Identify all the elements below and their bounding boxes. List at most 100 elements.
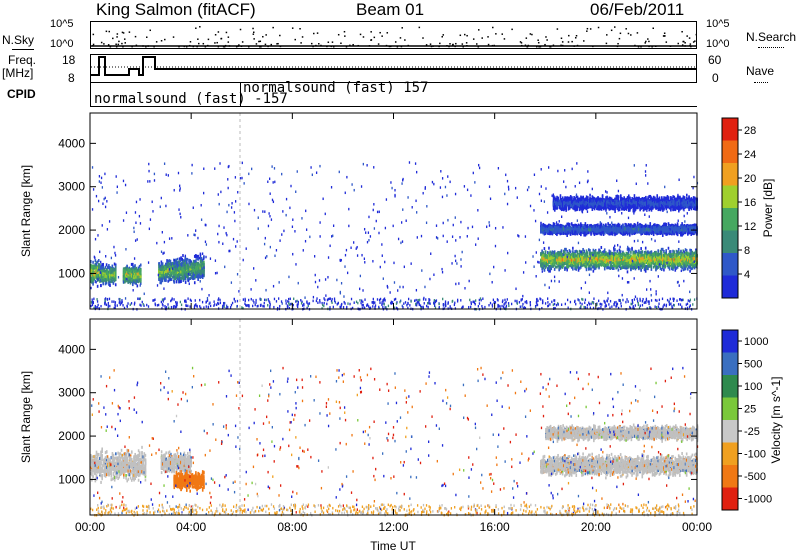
nsky-sample (381, 35, 383, 37)
nsky-sample (252, 33, 255, 35)
nsky-sample (575, 34, 578, 37)
nave-tick-bottom: 0 (712, 71, 719, 85)
power-cell (114, 267, 117, 271)
power-cell (131, 262, 134, 266)
power-cell (90, 276, 92, 280)
nsky-sample (197, 42, 200, 45)
nsky-sample (313, 32, 315, 35)
power-cell (199, 252, 202, 256)
nsky-sample (220, 37, 222, 40)
nsky-sample (525, 37, 528, 39)
power-cell (641, 250, 644, 254)
nsky-sample (258, 40, 260, 43)
nsky-sample (425, 44, 428, 46)
power-cell (566, 268, 568, 272)
nsky-sample (301, 36, 304, 38)
nsky-sample (112, 37, 114, 40)
nsky-sample (202, 42, 205, 45)
nsky-sample (627, 32, 630, 35)
freq-label: Freq. (8, 53, 37, 67)
nsky-sample (394, 41, 397, 43)
nsearch-tick-top: 10^5 (706, 18, 730, 30)
power-cell (112, 281, 115, 285)
nsky-sample (214, 34, 217, 36)
power-cell (114, 274, 117, 278)
nsky-sample (652, 27, 654, 30)
power-cell (100, 283, 102, 287)
nsky-sample (686, 35, 688, 37)
nsky-sample (155, 41, 158, 43)
nsky-sample (340, 42, 342, 44)
power-cell (91, 276, 93, 280)
nsky-sample (227, 41, 230, 43)
nsky-sample (694, 40, 696, 42)
power-cell (603, 267, 606, 271)
power-cell (134, 264, 136, 268)
nave-tick-top: 60 (708, 53, 722, 67)
nsearch-legend-line (758, 47, 784, 48)
nsky-sample (116, 36, 118, 38)
nsky-sample (116, 33, 119, 35)
nsky-sample (327, 41, 330, 44)
nsky-sample (252, 27, 254, 30)
nsky-sample (682, 40, 684, 43)
nsky-sample (370, 31, 372, 33)
power-cell (640, 247, 642, 251)
power-cell (91, 279, 93, 283)
power-cell (663, 268, 665, 272)
power-cell (92, 269, 94, 273)
nsky-sample (610, 29, 613, 32)
nsky-sample (164, 38, 166, 41)
nsky-sample (439, 42, 441, 45)
power-cell (173, 280, 176, 284)
power-cell (97, 259, 100, 263)
nsky-sample (487, 36, 489, 38)
power-cell (139, 275, 142, 279)
nsky-sample (574, 37, 577, 39)
nsky-sample (172, 36, 175, 38)
freq-plot (91, 56, 696, 76)
nsky-sample (568, 34, 570, 37)
nsky-sample (255, 43, 258, 45)
power-cell (109, 283, 111, 287)
power-cell (600, 245, 603, 249)
power-cell (92, 282, 94, 286)
power-cell (650, 265, 653, 269)
nsky-sample (92, 43, 95, 46)
power-cell (180, 279, 182, 283)
power-cell (139, 268, 142, 272)
nsky-sample (487, 43, 490, 46)
nsky-sample (386, 32, 389, 34)
nsky-sample (567, 41, 570, 43)
nsky-sample (545, 36, 547, 38)
nsky-sample (472, 38, 475, 40)
nsky-sample (684, 42, 686, 44)
nsky-sample (100, 41, 103, 44)
nsky-sample (207, 38, 210, 41)
nsky-sample (399, 37, 402, 39)
nsky-tick-bottom: 10^0 (50, 38, 74, 50)
nsky-sample (118, 40, 120, 43)
nsky-sample (625, 28, 627, 30)
nsky-sample (463, 33, 466, 36)
nsky-sample (644, 42, 646, 44)
nsky-sample (481, 37, 483, 39)
power-cell (179, 258, 182, 262)
power-cell (203, 269, 205, 273)
power-cell (92, 266, 94, 270)
nsky-sample (344, 35, 346, 37)
power-cell (589, 249, 591, 253)
power-cell (91, 267, 93, 271)
nsky-sample (294, 38, 296, 41)
nsky-sample (214, 42, 216, 44)
nsky-sample (195, 27, 197, 29)
power-cell (181, 257, 184, 261)
power-cell (182, 254, 184, 258)
nsky-sample (524, 44, 527, 46)
nsky-sample (648, 40, 650, 43)
nsky-sample (465, 42, 468, 44)
nsky-sample (688, 37, 691, 39)
station-title: King Salmon (fitACF) (96, 0, 256, 19)
power-cell (626, 270, 629, 274)
nsky-sample (146, 36, 148, 38)
